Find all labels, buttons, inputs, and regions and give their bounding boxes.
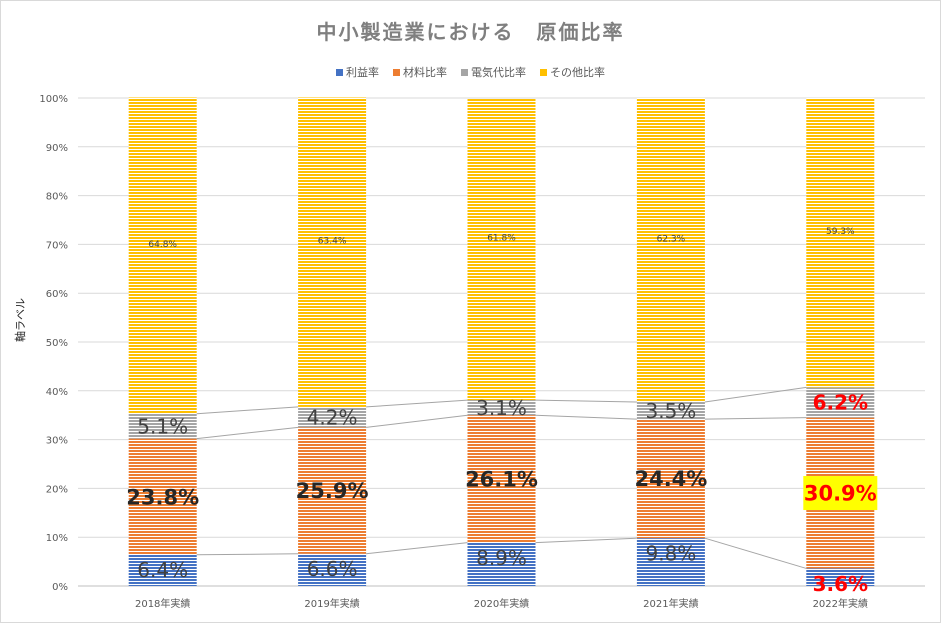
- y-tick-label: 40%: [46, 387, 68, 398]
- bar-segment: [636, 538, 705, 586]
- y-tick-label: 10%: [46, 533, 68, 544]
- bar-segment: [467, 98, 536, 401]
- data-label: 62.3%: [657, 234, 686, 244]
- series-line: [535, 537, 637, 544]
- x-tick-label: 2021年実績: [643, 597, 698, 610]
- data-label: 23.8%: [126, 485, 199, 509]
- y-tick-label: 80%: [46, 192, 68, 203]
- bar-segment: [467, 400, 536, 416]
- series-line: [196, 553, 299, 556]
- chart-title: 中小製造業における 原価比率: [316, 20, 625, 44]
- data-label: 3.1%: [476, 396, 527, 420]
- y-tick-label: 100%: [39, 94, 68, 105]
- legend-swatch: [393, 68, 400, 76]
- bar-segment: [806, 98, 875, 388]
- series-line: [704, 417, 807, 420]
- bar-segment: [467, 542, 536, 586]
- legend-swatch: [540, 68, 547, 76]
- bar-segment: [636, 419, 705, 539]
- legend-item-profit: 利益率: [336, 64, 379, 80]
- series-line: [196, 426, 299, 440]
- data-label: 3.5%: [645, 399, 696, 423]
- bar-segment: [128, 97, 197, 414]
- data-label: 61.8%: [487, 234, 516, 244]
- data-label: 63.4%: [318, 236, 347, 246]
- data-label: 6.6%: [307, 557, 358, 581]
- data-label: 6.2%: [813, 391, 868, 415]
- series-line: [366, 542, 468, 555]
- series-line: [196, 406, 299, 415]
- series-line: [366, 399, 468, 408]
- bar-segment: [298, 97, 367, 407]
- y-tick-label: 20%: [46, 484, 68, 495]
- data-label: 8.9%: [476, 546, 527, 570]
- legend-label: 材料比率: [403, 66, 447, 79]
- y-tick-label: 70%: [46, 240, 68, 251]
- bar-segment: [636, 402, 705, 420]
- data-label: 3.6%: [813, 572, 868, 596]
- bar-segment: [128, 554, 197, 586]
- legend-item-material: 材料比率: [393, 64, 447, 80]
- series-line: [704, 537, 807, 569]
- legend-swatch: [461, 68, 468, 76]
- y-tick-label: 50%: [46, 338, 68, 349]
- bar-segment: [298, 406, 367, 428]
- data-label: 59.3%: [826, 227, 855, 237]
- y-tick-label: 30%: [46, 436, 68, 447]
- bar-segment: [636, 98, 705, 403]
- data-label: 25.9%: [296, 479, 369, 503]
- bar-segment: [128, 438, 197, 555]
- data-label: 30.9%: [804, 482, 877, 506]
- legend-item-other: その他比率: [540, 64, 605, 80]
- x-tick-label: 2022年実績: [813, 597, 868, 610]
- data-label: 4.2%: [307, 405, 358, 429]
- bar-segment: [467, 415, 536, 543]
- legend-label: 利益率: [346, 66, 379, 79]
- series-line: [535, 399, 637, 403]
- data-label: 6.4%: [137, 558, 188, 582]
- data-label-highlight: [803, 476, 878, 511]
- y-tick-label: 60%: [46, 289, 68, 300]
- x-tick-label: 2020年実績: [474, 597, 529, 610]
- bar-segment: [298, 427, 367, 554]
- bar-segment: [806, 387, 875, 418]
- x-tick-label: 2018年実績: [135, 597, 190, 610]
- data-label: 9.8%: [645, 541, 696, 565]
- data-label: 5.1%: [137, 414, 188, 438]
- data-label: 64.8%: [148, 240, 177, 250]
- y-tick-label: 0%: [52, 582, 68, 593]
- data-label: 26.1%: [465, 467, 538, 491]
- series-line: [535, 414, 637, 420]
- bar-segment: [806, 568, 875, 586]
- legend-item-electricity: 電気代比率: [461, 64, 526, 80]
- legend-label: 電気代比率: [471, 66, 526, 79]
- y-tick-label: 90%: [46, 143, 68, 154]
- bar-segment: [128, 413, 197, 439]
- bar-segment: [298, 553, 367, 586]
- legend-swatch: [336, 68, 343, 76]
- x-tick-label: 2019年実績: [304, 597, 359, 610]
- legend: 利益率 材料比率 電気代比率 その他比率: [0, 64, 941, 80]
- legend-label: その他比率: [550, 66, 605, 79]
- data-label: 24.4%: [634, 467, 707, 491]
- series-line: [366, 414, 468, 428]
- series-line: [704, 386, 807, 403]
